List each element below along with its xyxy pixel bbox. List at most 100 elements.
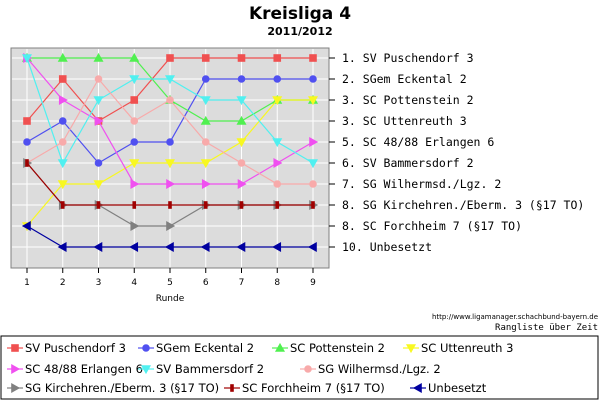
data-point <box>273 157 283 169</box>
series-7 <box>23 75 317 188</box>
data-point <box>274 342 286 352</box>
data-point <box>272 241 282 253</box>
legend-label: SV Puschendorf 3 <box>25 341 126 355</box>
data-point <box>164 241 174 253</box>
standing-label: 3. SC Uttenreuth 3 <box>342 114 467 128</box>
data-point <box>58 138 67 146</box>
standing-label: 8. SC Forchheim 7 (§17 TO) <box>342 219 522 233</box>
data-point <box>200 241 210 253</box>
data-point <box>129 241 139 253</box>
data-point <box>166 138 174 146</box>
x-axis-label: Runde <box>156 294 185 304</box>
data-point <box>309 54 317 62</box>
data-point <box>21 54 33 64</box>
data-point <box>58 94 68 106</box>
legend-label: SC Forchheim 7 (§17 TO) <box>242 381 385 395</box>
legend-label: SV Bammersdorf 2 <box>156 362 264 376</box>
data-point <box>130 96 139 104</box>
data-point <box>94 159 103 167</box>
x-axis: 1 2 3 4 5 6 7 8 9 <box>24 268 316 288</box>
legend: SV Puschendorf 3 SGem Eckental 2 SC Potten… <box>7 341 513 395</box>
data-point <box>23 117 31 125</box>
data-point <box>237 159 246 167</box>
data-point <box>11 363 21 375</box>
legend-item: SG Wilhermsd./Lgz. 2 <box>300 362 441 376</box>
x-tick-label: 6 <box>203 278 209 288</box>
standing-label: 1. SV Puschendorf 3 <box>342 51 474 65</box>
standing-label: 3. SC Pottenstein 2 <box>342 93 474 107</box>
data-point <box>200 115 211 125</box>
data-point <box>11 344 19 352</box>
data-point <box>60 201 65 209</box>
legend-label: SC Pottenstein 2 <box>290 341 385 355</box>
data-point <box>273 75 282 83</box>
legend-item: SC Uttenreuth 3 <box>403 341 513 355</box>
data-point <box>236 96 247 106</box>
data-point <box>237 178 247 190</box>
data-point <box>230 384 234 392</box>
data-point <box>307 96 319 106</box>
data-point <box>93 96 104 106</box>
legend-box <box>0 335 599 400</box>
series-5 <box>23 52 319 190</box>
data-point <box>132 201 137 209</box>
data-point <box>311 201 315 209</box>
data-point <box>405 344 417 354</box>
legend-label: SC Uttenreuth 3 <box>421 341 513 355</box>
legend-item: SC Forchheim 7 (§17 TO) <box>224 381 385 395</box>
standing-label: 10. Unbesetzt <box>342 240 432 254</box>
data-point <box>203 201 208 209</box>
data-point <box>130 117 139 125</box>
data-point <box>166 96 174 104</box>
series-6 <box>21 54 319 169</box>
x-tick-label: 5 <box>167 278 173 288</box>
legend-item: SG Kirchehren./Eberm. 3 (§17 TO) <box>7 381 219 395</box>
data-point <box>57 180 68 190</box>
standings-list: 1. SV Puschendorf 3 2. SGem Eckental 2 3. … <box>342 51 584 254</box>
data-point <box>272 96 283 106</box>
data-point <box>201 138 210 146</box>
data-point <box>166 220 176 232</box>
data-point <box>57 241 67 253</box>
data-point <box>273 54 282 62</box>
data-point <box>164 75 176 85</box>
x-tick-label: 9 <box>310 278 316 288</box>
data-point <box>201 75 210 83</box>
data-point <box>166 54 174 62</box>
data-point <box>239 201 244 209</box>
data-point <box>142 344 150 352</box>
source-url: http://www.ligamanager.schachbund-bayern… <box>432 313 598 321</box>
data-point <box>58 117 67 125</box>
data-point <box>164 159 176 169</box>
data-point <box>275 201 280 209</box>
standing-label: 6. SV Bammersdorf 2 <box>342 156 474 170</box>
data-point <box>309 75 317 83</box>
data-point <box>94 75 103 83</box>
standing-label: 2. SGem Eckental 2 <box>342 72 467 86</box>
data-point <box>93 180 104 190</box>
legend-item: SV Bammersdorf 2 <box>138 362 264 376</box>
data-point <box>96 201 101 209</box>
data-point <box>129 159 140 169</box>
legend-item: SV Puschendorf 3 <box>7 341 126 355</box>
data-point <box>130 138 139 146</box>
data-point <box>309 180 317 188</box>
legend-label: Unbesetzt <box>428 381 487 395</box>
series-10 <box>21 220 317 253</box>
x-tick-label: 7 <box>239 278 245 288</box>
legend-label: SG Kirchehren./Eberm. 3 (§17 TO) <box>25 381 219 395</box>
data-point <box>412 382 422 394</box>
chart-subtitle: 2011/2012 <box>267 25 332 38</box>
legend-item: SGem Eckental 2 <box>138 341 254 355</box>
data-point <box>237 54 246 62</box>
standing-label: 5. SC 48/88 Erlangen 6 <box>342 135 494 149</box>
legend-label: SG Wilhermsd./Lgz. 2 <box>318 362 441 376</box>
data-point <box>93 52 104 62</box>
legend-label: SC 48/88 Erlangen 6 <box>25 362 143 376</box>
x-tick-label: 4 <box>131 278 137 288</box>
data-point <box>304 365 312 373</box>
legend-label: SGem Eckental 2 <box>156 341 254 355</box>
data-point <box>130 178 140 190</box>
data-point <box>200 96 211 106</box>
standing-label: 8. SG Kirchehren./Eberm. 3 (§17 TO) <box>342 198 584 212</box>
